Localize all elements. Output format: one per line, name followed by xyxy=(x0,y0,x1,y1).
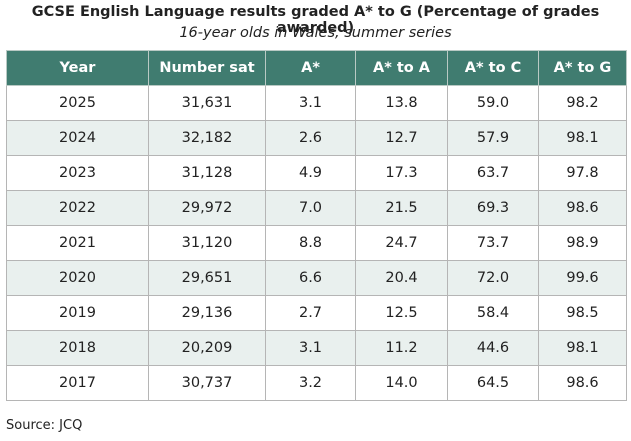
table-row: 2019 29,136 2.7 12.5 58.4 98.5 xyxy=(6,295,627,331)
table-cell: 20,209 xyxy=(148,330,266,366)
table-cell: 2022 xyxy=(6,190,149,226)
table-cell: 99.6 xyxy=(538,260,627,296)
table-cell: 2024 xyxy=(6,120,149,156)
table-cell: 31,120 xyxy=(148,225,266,261)
table-cell: 58.4 xyxy=(447,295,539,331)
title: GCSE English Language results graded A* … xyxy=(31,4,600,36)
table-cell: 59.0 xyxy=(447,85,539,121)
column-header: A* to C xyxy=(447,50,539,86)
table-cell: 29,136 xyxy=(148,295,266,331)
table-row: 2025 31,631 3.1 13.8 59.0 98.2 xyxy=(6,85,627,121)
column-header: Year xyxy=(6,50,149,86)
table-cell: 72.0 xyxy=(447,260,539,296)
source: Source: JCQ xyxy=(6,418,83,433)
table-cell: 2.7 xyxy=(265,295,356,331)
results-table: Year Number sat A* A* to A A* to C A* to G 20… xyxy=(6,50,627,401)
table-cell: 31,128 xyxy=(148,155,266,191)
table-cell: 98.1 xyxy=(538,330,627,366)
table-cell: 2021 xyxy=(6,225,149,261)
column-header: A* to G xyxy=(538,50,627,86)
table-cell: 64.5 xyxy=(447,365,539,401)
table-row: 2022 29,972 7.0 21.5 69.3 98.6 xyxy=(6,190,627,226)
table-cell: 24.7 xyxy=(355,225,448,261)
table-cell: 2025 xyxy=(6,85,149,121)
table-row: 2020 29,651 6.6 20.4 72.0 99.6 xyxy=(6,260,627,296)
table-cell: 98.6 xyxy=(538,365,627,401)
table-cell: 98.2 xyxy=(538,85,627,121)
table-cell: 17.3 xyxy=(355,155,448,191)
column-header: A* to A xyxy=(355,50,448,86)
table-cell: 57.9 xyxy=(447,120,539,156)
table-cell: 98.1 xyxy=(538,120,627,156)
table-cell: 32,182 xyxy=(148,120,266,156)
table-cell: 2018 xyxy=(6,330,149,366)
table-cell: 11.2 xyxy=(355,330,448,366)
table-cell: 20.4 xyxy=(355,260,448,296)
table-cell: 69.3 xyxy=(447,190,539,226)
table-cell: 2017 xyxy=(6,365,149,401)
table-cell: 2020 xyxy=(6,260,149,296)
column-header: Number sat xyxy=(148,50,266,86)
table-cell: 3.2 xyxy=(265,365,356,401)
subtitle: 16-year olds in Wales, summer series xyxy=(179,25,452,41)
table-cell: 7.0 xyxy=(265,190,356,226)
table-cell: 73.7 xyxy=(447,225,539,261)
table-row: 2017 30,737 3.2 14.0 64.5 98.6 xyxy=(6,365,627,401)
table-cell: 2.6 xyxy=(265,120,356,156)
table-cell: 98.6 xyxy=(538,190,627,226)
table-body: 2025 31,631 3.1 13.8 59.0 98.2 2024 32,182 2.6 12… xyxy=(6,85,627,401)
table-cell: 2019 xyxy=(6,295,149,331)
table-row: 2023 31,128 4.9 17.3 63.7 97.8 xyxy=(6,155,627,191)
table-cell: 98.9 xyxy=(538,225,627,261)
table-cell: 13.8 xyxy=(355,85,448,121)
table-cell: 3.1 xyxy=(265,85,356,121)
table-cell: 12.5 xyxy=(355,295,448,331)
table-cell: 21.5 xyxy=(355,190,448,226)
table-cell: 63.7 xyxy=(447,155,539,191)
header-row: Year Number sat A* A* to A A* to C A* to G xyxy=(6,50,627,86)
table-cell: 30,737 xyxy=(148,365,266,401)
table-row: 2021 31,120 8.8 24.7 73.7 98.9 xyxy=(6,225,627,261)
table-cell: 6.6 xyxy=(265,260,356,296)
table-cell: 12.7 xyxy=(355,120,448,156)
table-cell: 8.8 xyxy=(265,225,356,261)
table-cell: 29,651 xyxy=(148,260,266,296)
table-cell: 2023 xyxy=(6,155,149,191)
table-cell: 3.1 xyxy=(265,330,356,366)
table-cell: 98.5 xyxy=(538,295,627,331)
table-cell: 14.0 xyxy=(355,365,448,401)
table-cell: 97.8 xyxy=(538,155,627,191)
column-header: A* xyxy=(265,50,356,86)
table-row: 2024 32,182 2.6 12.7 57.9 98.1 xyxy=(6,120,627,156)
table-cell: 29,972 xyxy=(148,190,266,226)
table-cell: 31,631 xyxy=(148,85,266,121)
table-cell: 44.6 xyxy=(447,330,539,366)
table-cell: 4.9 xyxy=(265,155,356,191)
table-row: 2018 20,209 3.1 11.2 44.6 98.1 xyxy=(6,330,627,366)
